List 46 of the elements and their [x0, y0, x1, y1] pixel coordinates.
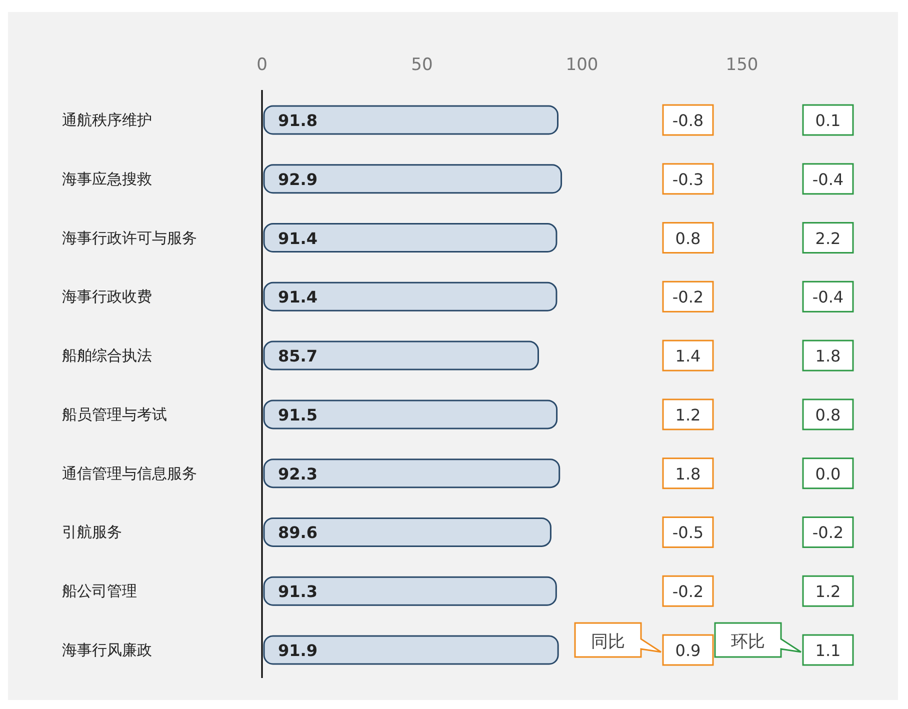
data-label: 91.5	[278, 405, 318, 424]
y-tick-label: 船公司管理	[62, 582, 137, 600]
text: 0.0	[815, 464, 841, 484]
data-label: 91.4	[278, 228, 318, 248]
data-label: 92.9	[278, 170, 318, 189]
y-tick-label: 海事应急搜救	[62, 170, 152, 188]
data-label: 91.9	[278, 641, 318, 660]
text: 1.8	[815, 346, 841, 366]
annotation: 环比	[731, 632, 765, 652]
x-tick-label: 150	[726, 55, 758, 75]
annotation: -0.8	[672, 111, 704, 130]
y-tick-label: 通航秩序维护	[62, 111, 152, 129]
data-label: 91.4	[278, 288, 318, 307]
annotation: -0.2	[672, 288, 704, 307]
text: 0.1	[815, 111, 841, 130]
annotation: -0.2	[672, 582, 704, 602]
y-tick-label: 船员管理与考试	[62, 405, 167, 424]
y-tick-label: 海事行政收费	[62, 288, 152, 306]
annotation: 1.4	[675, 346, 701, 366]
text: -0.2	[812, 523, 844, 542]
data-label: 85.7	[278, 346, 318, 366]
x-tick-label: 100	[566, 55, 598, 75]
data-label: 89.6	[278, 523, 318, 542]
y-tick-label: 引航服务	[62, 523, 122, 542]
annotation: -0.3	[672, 170, 704, 189]
y-tick-label: 海事行政许可与服务	[62, 228, 197, 247]
annotation: 0.8	[675, 228, 701, 248]
text: 1.2	[815, 582, 841, 602]
annotation: -0.5	[672, 523, 704, 542]
data-label: 91.3	[278, 582, 318, 602]
text: -0.4	[812, 170, 844, 189]
y-tick-label: 通信管理与信息服务	[62, 464, 197, 482]
x-tick-label: 0	[256, 55, 268, 75]
text: -0.4	[812, 288, 844, 307]
annotation: 1.8	[675, 464, 701, 484]
text: 0.8	[815, 405, 841, 424]
data-label: 91.8	[278, 111, 318, 130]
x-tick-label: 50	[411, 55, 433, 75]
annotation: 0.9	[675, 641, 701, 660]
text: 2.2	[815, 228, 841, 248]
y-tick-label: 海事行风廉政	[62, 641, 152, 659]
annotation: 1.2	[675, 405, 701, 424]
y-tick-label: 船舶综合执法	[62, 346, 152, 365]
data-label: 92.3	[278, 464, 318, 484]
text: 1.1	[815, 641, 841, 660]
annotation: 同比	[591, 632, 625, 652]
